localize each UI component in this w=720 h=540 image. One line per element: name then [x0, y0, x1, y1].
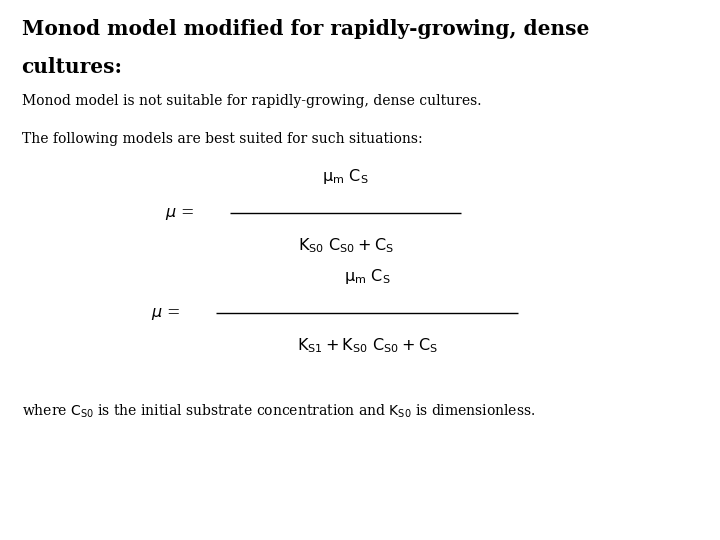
Text: $\mathrm{\mu_m\ C_S}$: $\mathrm{\mu_m\ C_S}$	[323, 167, 369, 186]
Text: $\mu$ =: $\mu$ =	[150, 305, 180, 322]
Text: Monod model is not suitable for rapidly-growing, dense cultures.: Monod model is not suitable for rapidly-…	[22, 94, 481, 109]
Text: $\mathrm{K_{S0}\ C_{S0} + C_S}$: $\mathrm{K_{S0}\ C_{S0} + C_S}$	[297, 237, 394, 255]
Text: The following models are best suited for such situations:: The following models are best suited for…	[22, 132, 422, 146]
Text: cultures:: cultures:	[22, 57, 122, 77]
Text: Monod model modified for rapidly-growing, dense: Monod model modified for rapidly-growing…	[22, 19, 589, 39]
Text: where $\mathrm{C_{S0}}$ is the initial substrate concentration and $\mathrm{K_{S: where $\mathrm{C_{S0}}$ is the initial s…	[22, 402, 535, 420]
Text: $\mu$ =: $\mu$ =	[165, 205, 194, 222]
Text: $\mathrm{K_{S1} + K_{S0}\ C_{S0} + C_S}$: $\mathrm{K_{S1} + K_{S0}\ C_{S0} + C_S}$	[297, 336, 438, 355]
Text: $\mathrm{\mu_m\ C_S}$: $\mathrm{\mu_m\ C_S}$	[344, 267, 390, 286]
